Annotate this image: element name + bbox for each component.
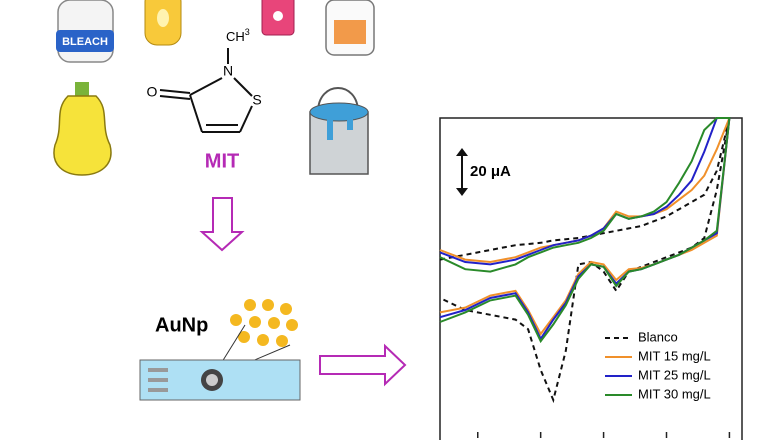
legend-label: MIT 30 mg/L [638,386,711,401]
soap-bottle [53,82,112,176]
mit-structure [159,48,253,133]
x-tick-label: -0.2 [466,437,490,440]
series-line [439,117,731,341]
sensor-strip [139,324,301,401]
right-arrow [319,343,407,387]
x-tick-label: -0.1 [529,437,553,440]
methyl-base: CH [226,29,245,44]
methyl-subscript: 3 [245,27,250,37]
gold-nanoparticles [230,299,298,347]
sulfur: S [252,92,261,108]
x-tick-label: 0.0 [594,437,614,440]
legend-label: Blanco [638,329,678,344]
scale-bar-label: 20 μA [470,163,511,180]
legend-label: MIT 15 mg/L [638,348,711,363]
x-tick-label: 0.2 [720,437,740,440]
nanoparticle-label: AuNp [155,314,208,336]
methyl-label: CH3 [226,27,250,44]
x-tick-label: 0.1 [657,437,677,440]
pink-box [261,0,295,36]
bleach-jug: BLEACH [56,0,114,63]
series-line [439,117,731,344]
compound-name: MIT [205,150,239,172]
white-bottle [325,0,375,56]
yellow-bottle [144,0,182,46]
series-line [439,117,731,404]
down-arrow [199,197,245,252]
paint-can [309,87,369,175]
plot-frame [439,117,743,440]
legend-label: MIT 25 mg/L [638,367,711,382]
oxygen: O [147,84,158,100]
nitrogen: N [223,63,233,79]
bleach-label: BLEACH [62,36,108,48]
